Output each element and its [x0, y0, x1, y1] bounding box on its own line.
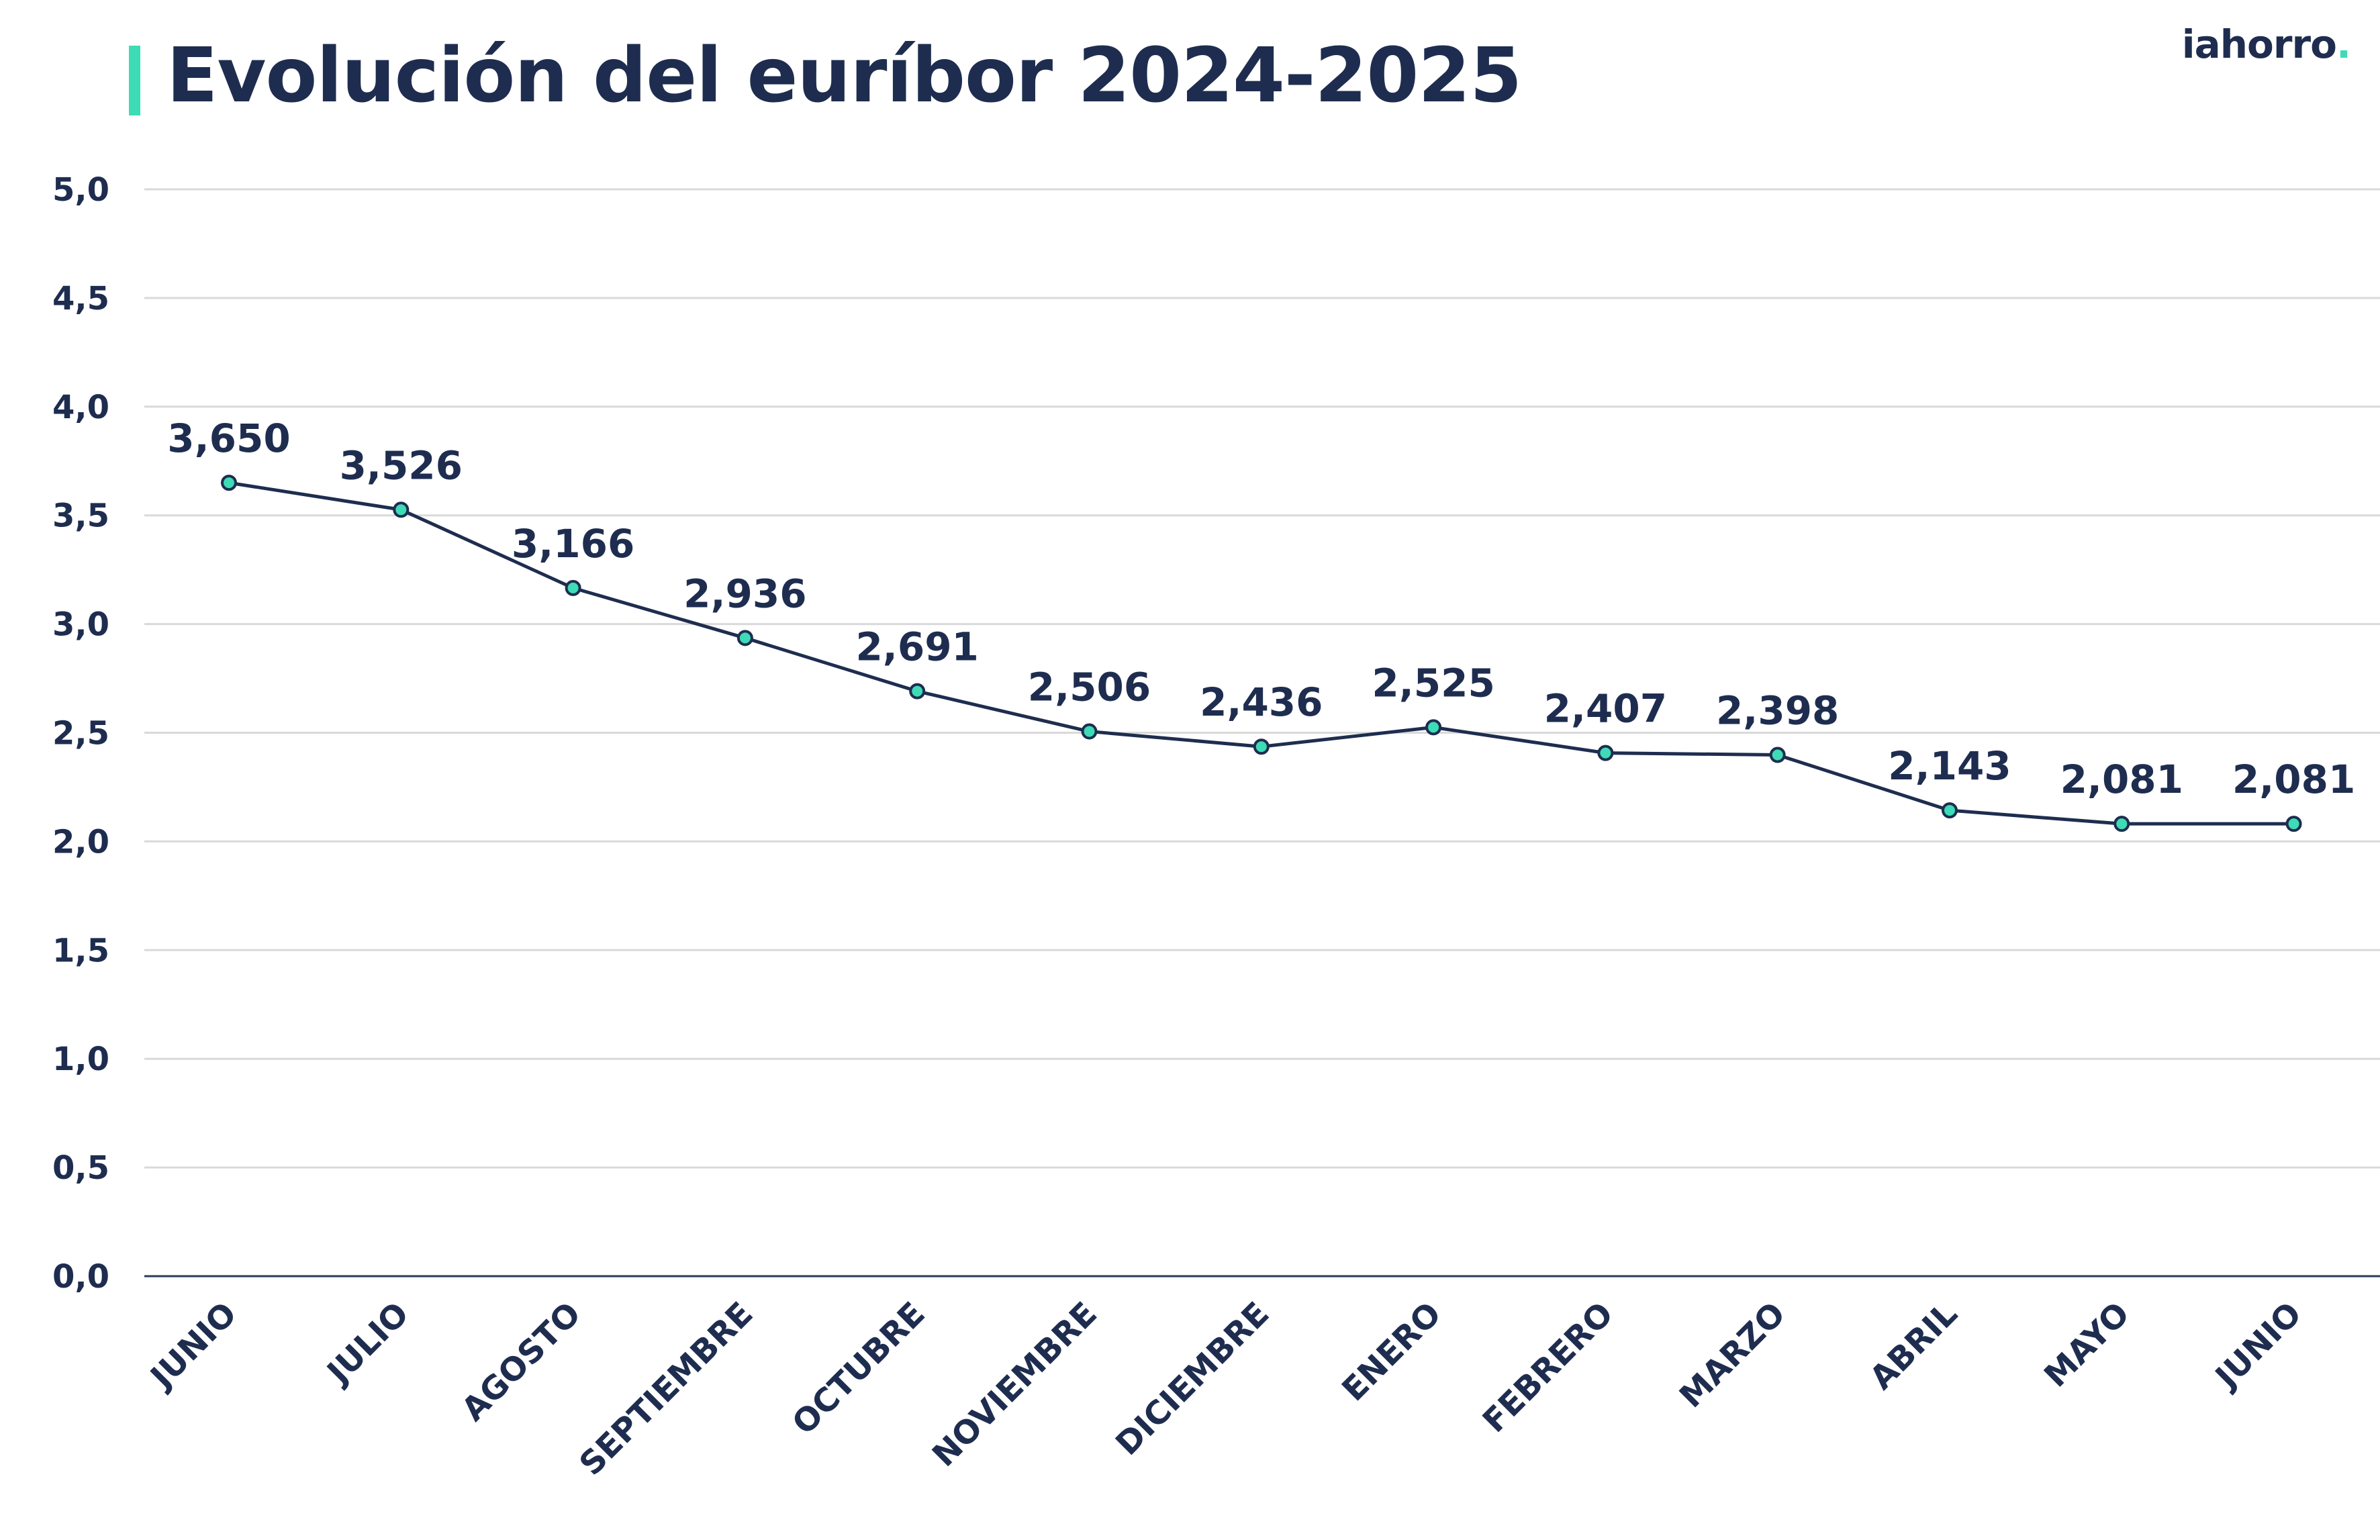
x-tick-label: JUNIO — [2207, 1295, 2309, 1397]
brand-logo-dot: . — [2336, 21, 2351, 67]
x-tick-label: ABRIL — [1862, 1295, 1964, 1397]
x-tick-label: DICIEMBRE — [1108, 1295, 1276, 1463]
data-point — [1425, 719, 1442, 736]
brand-logo-text: iahorro — [2181, 21, 2337, 67]
data-point — [1597, 744, 1614, 761]
data-label: 2,436 — [1200, 679, 1323, 725]
data-point — [393, 501, 410, 518]
data-point — [1081, 723, 1098, 740]
data-label: 3,166 — [512, 521, 634, 567]
x-tick-label: JUNIO — [142, 1295, 244, 1397]
x-tick-label: MARZO — [1672, 1295, 1793, 1415]
series-points — [221, 475, 2302, 832]
y-tick-label: 1,5 — [52, 932, 109, 969]
data-point — [221, 475, 237, 491]
grid-lines — [144, 188, 2380, 1169]
y-tick-label: 5,0 — [52, 171, 109, 209]
data-point — [565, 579, 581, 596]
x-tick-label: SEPTIEMBRE — [572, 1295, 760, 1483]
data-point — [736, 630, 753, 646]
data-label: 2,525 — [1372, 660, 1494, 706]
data-label: 2,398 — [1716, 688, 1839, 734]
data-point — [1769, 747, 1786, 763]
data-point — [909, 683, 926, 700]
y-tick-label: 0,5 — [52, 1149, 109, 1187]
data-point — [2113, 816, 2130, 832]
data-label: 2,143 — [1888, 743, 2011, 789]
y-tick-label: 4,0 — [52, 389, 109, 426]
y-tick-label: 2,0 — [52, 823, 109, 861]
data-point — [2285, 816, 2302, 832]
data-label: 3,526 — [340, 442, 463, 488]
title-accent-bar — [129, 46, 140, 115]
data-label: 2,936 — [683, 571, 806, 616]
data-labels: 3,650 3,526 3,166 2,936 2,691 2,506 2,436 2,525… — [167, 416, 2355, 802]
x-tick-label: FEBRERO — [1476, 1295, 1621, 1440]
y-tick-label: 3,0 — [52, 606, 109, 644]
y-tick-label: 2,5 — [52, 715, 109, 753]
y-tick-label: 4,5 — [52, 280, 109, 318]
data-label: 2,407 — [1544, 686, 1667, 732]
data-label: 2,506 — [1028, 665, 1151, 710]
y-tick-label: 0,0 — [52, 1258, 109, 1296]
x-tick-label: NOVIEMBRE — [925, 1295, 1104, 1474]
data-label: 3,650 — [167, 416, 290, 461]
data-label: 2,081 — [2060, 757, 2183, 802]
x-tick-label: AGOSTO — [455, 1295, 588, 1429]
y-tick-label: 1,0 — [52, 1041, 109, 1078]
chart-title: Evolución del euríbor 2024-2025 — [166, 32, 1522, 119]
y-tick-label: 3,5 — [52, 497, 109, 535]
x-tick-label: MAYO — [2037, 1295, 2137, 1395]
data-point — [1253, 738, 1270, 755]
data-label: 2,691 — [855, 624, 978, 670]
data-point — [1942, 802, 1958, 819]
x-tick-label: JULIO — [319, 1295, 416, 1392]
data-label: 2,081 — [2232, 757, 2355, 802]
y-axis-tick-labels: 0,0 0,5 1,0 1,5 2,0 2,5 3,0 3,5 4,0 4,5 5,0 — [52, 171, 109, 1296]
x-tick-label: OCTUBRE — [785, 1295, 932, 1442]
x-tick-label: ENERO — [1335, 1295, 1448, 1408]
brand-logo: iahorro. — [2181, 19, 2351, 70]
